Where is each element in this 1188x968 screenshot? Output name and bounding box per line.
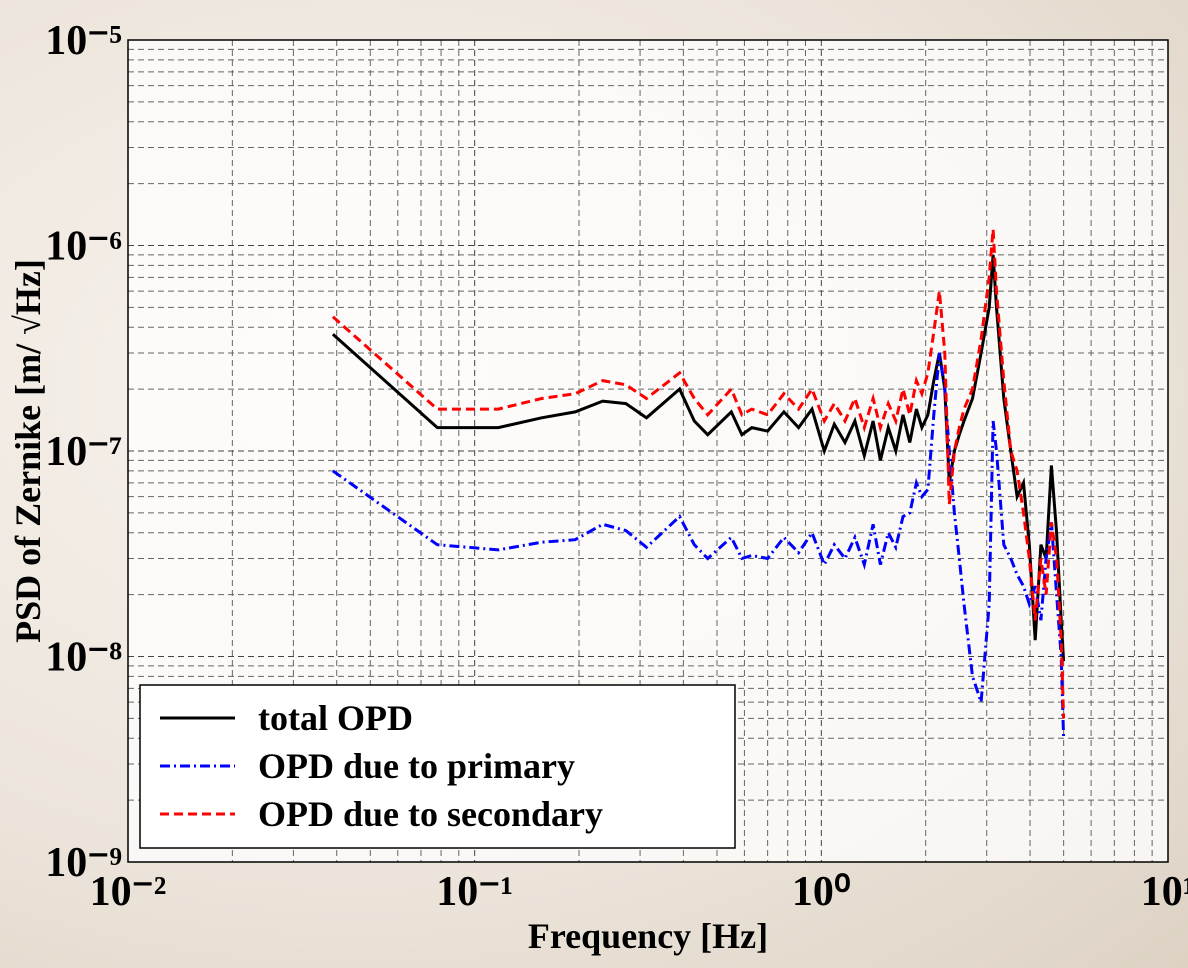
y-axis-label: PSD of Zernike [m/ √Hz]: [8, 259, 48, 643]
x-axis-label: Frequency [Hz]: [528, 916, 768, 956]
y-tick-label: 10⁻⁷: [45, 429, 122, 475]
legend-label: OPD due to primary: [258, 746, 575, 786]
x-tick-label: 10⁻¹: [436, 869, 513, 915]
legend: total OPD OPD due to primary OPD due to se…: [139, 684, 736, 849]
series-line: [332, 352, 1066, 739]
lines: [331, 229, 1066, 739]
y-tick-label: 10⁻⁹: [45, 840, 122, 886]
x-tick-label: 10⁰: [792, 869, 851, 915]
y-tick-label: 10⁻⁶: [45, 224, 122, 270]
legend-label: OPD due to secondary: [258, 794, 603, 834]
tick-labels: 10⁻² 10⁻¹ 10⁰ 10¹ 10⁻⁹ 10⁻⁸ 10⁻⁷ 10⁻⁶ 10⁻⁵: [45, 18, 1188, 915]
series-line: [331, 254, 1066, 662]
series-line: [331, 229, 1066, 719]
x-tick-label: 10¹: [1141, 869, 1188, 915]
legend-label: total OPD: [258, 698, 413, 738]
legend-box: [139, 684, 736, 849]
y-tick-label: 10⁻⁸: [45, 635, 122, 681]
y-tick-label: 10⁻⁵: [45, 18, 122, 64]
x-tick-label: 10⁻²: [90, 869, 167, 915]
plot-frame: [127, 39, 1169, 863]
